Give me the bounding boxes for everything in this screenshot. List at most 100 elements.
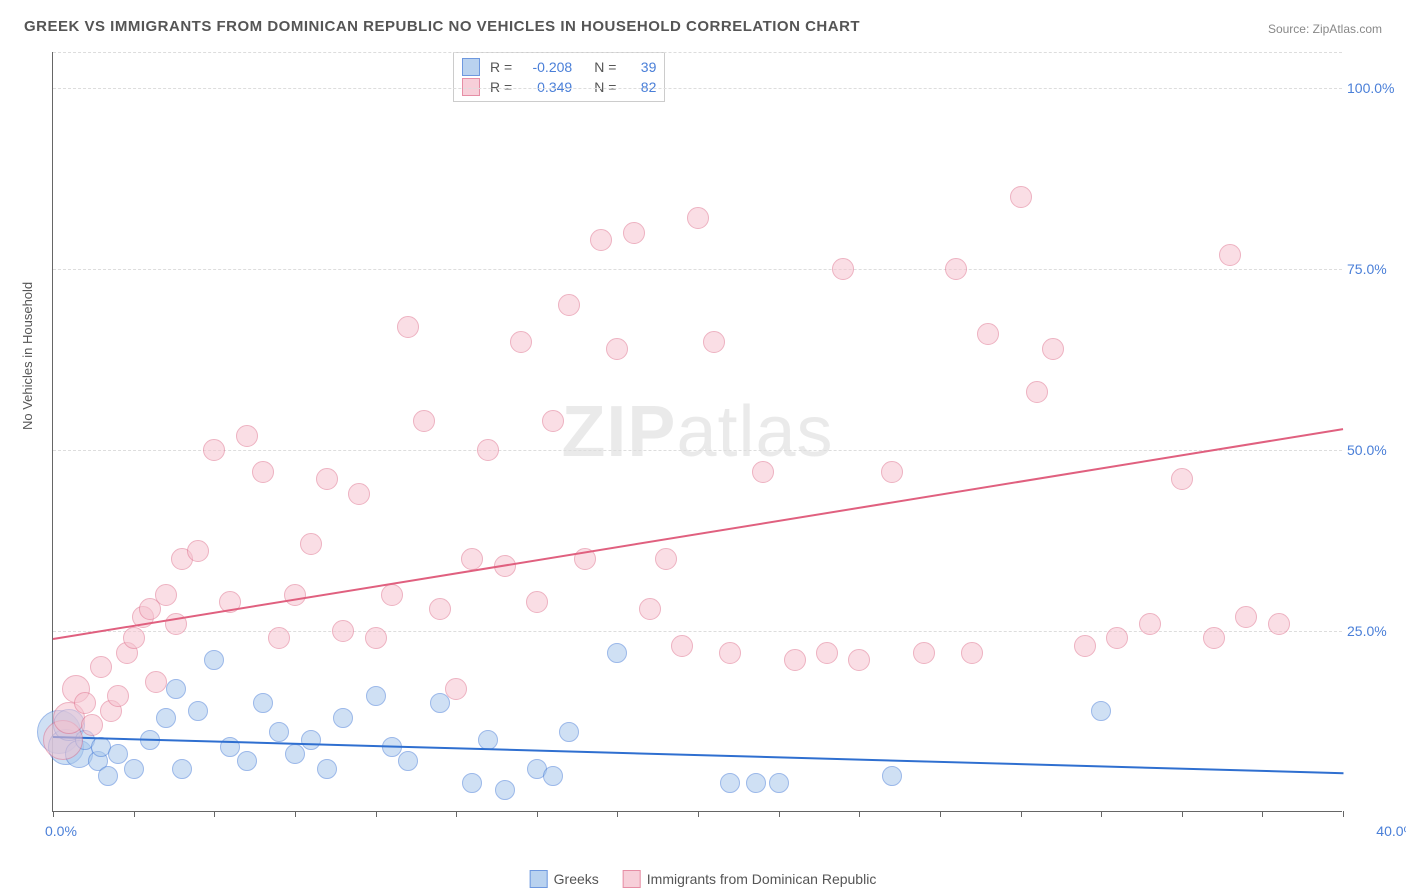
data-point bbox=[317, 759, 337, 779]
x-tick bbox=[214, 811, 215, 817]
y-axis-label: No Vehicles in Household bbox=[20, 282, 35, 430]
data-point bbox=[268, 627, 290, 649]
data-point bbox=[81, 714, 103, 736]
data-point bbox=[607, 643, 627, 663]
data-point bbox=[284, 584, 306, 606]
correlation-stats-box: R =-0.208N =39R =0.349N =82 bbox=[453, 52, 665, 102]
data-point bbox=[90, 656, 112, 678]
data-point bbox=[558, 294, 580, 316]
data-point bbox=[348, 483, 370, 505]
data-point bbox=[719, 642, 741, 664]
source-link[interactable]: ZipAtlas.com bbox=[1313, 22, 1382, 36]
gridline bbox=[53, 450, 1342, 451]
data-point bbox=[269, 722, 289, 742]
x-tick bbox=[859, 811, 860, 817]
legend-item: Greeks bbox=[530, 870, 599, 888]
stats-row: R =0.349N =82 bbox=[462, 77, 656, 97]
data-point bbox=[204, 650, 224, 670]
data-point bbox=[108, 744, 128, 764]
stat-n-value: 39 bbox=[626, 59, 656, 75]
data-point bbox=[543, 766, 563, 786]
data-point bbox=[166, 679, 186, 699]
y-tick-label: 100.0% bbox=[1347, 80, 1402, 96]
data-point bbox=[429, 598, 451, 620]
trend-line bbox=[53, 428, 1343, 640]
chart-plot-area: ZIPatlas R =-0.208N =39R =0.349N =82 25.… bbox=[52, 52, 1342, 812]
data-point bbox=[623, 222, 645, 244]
data-point bbox=[316, 468, 338, 490]
data-point bbox=[1219, 244, 1241, 266]
data-point bbox=[155, 584, 177, 606]
data-point bbox=[655, 548, 677, 570]
data-point bbox=[1010, 186, 1032, 208]
watermark: ZIPatlas bbox=[561, 391, 833, 473]
x-tick bbox=[1021, 811, 1022, 817]
data-point bbox=[413, 410, 435, 432]
x-tick bbox=[1262, 811, 1263, 817]
source-attrib: Source: ZipAtlas.com bbox=[1268, 22, 1382, 36]
data-point bbox=[1026, 381, 1048, 403]
data-point bbox=[671, 635, 693, 657]
data-point bbox=[769, 773, 789, 793]
data-point bbox=[188, 701, 208, 721]
data-point bbox=[961, 642, 983, 664]
data-point bbox=[590, 229, 612, 251]
data-point bbox=[145, 671, 167, 693]
y-tick-label: 75.0% bbox=[1347, 261, 1402, 277]
data-point bbox=[746, 773, 766, 793]
y-tick-label: 50.0% bbox=[1347, 442, 1402, 458]
x-tick bbox=[1101, 811, 1102, 817]
data-point bbox=[332, 620, 354, 642]
legend-swatch bbox=[530, 870, 548, 888]
stat-n-label: N = bbox=[594, 79, 616, 95]
data-point bbox=[848, 649, 870, 671]
x-tick bbox=[376, 811, 377, 817]
x-tick bbox=[456, 811, 457, 817]
data-point bbox=[236, 425, 258, 447]
stat-r-value: -0.208 bbox=[522, 59, 572, 75]
data-point bbox=[300, 533, 322, 555]
y-tick-label: 25.0% bbox=[1347, 623, 1402, 639]
stat-r-label: R = bbox=[490, 79, 512, 95]
gridline bbox=[53, 88, 1342, 89]
x-tick bbox=[295, 811, 296, 817]
data-point bbox=[253, 693, 273, 713]
data-point bbox=[301, 730, 321, 750]
stat-r-value: 0.349 bbox=[522, 79, 572, 95]
data-point bbox=[606, 338, 628, 360]
data-point bbox=[1042, 338, 1064, 360]
data-point bbox=[784, 649, 806, 671]
data-point bbox=[398, 751, 418, 771]
data-point bbox=[462, 773, 482, 793]
data-point bbox=[107, 685, 129, 707]
legend-swatch bbox=[623, 870, 641, 888]
data-point bbox=[156, 708, 176, 728]
stats-row: R =-0.208N =39 bbox=[462, 57, 656, 77]
data-point bbox=[816, 642, 838, 664]
x-tick bbox=[779, 811, 780, 817]
legend-swatch bbox=[462, 78, 480, 96]
data-point bbox=[495, 780, 515, 800]
stat-n-label: N = bbox=[594, 59, 616, 75]
data-point bbox=[1235, 606, 1257, 628]
data-point bbox=[478, 730, 498, 750]
data-point bbox=[977, 323, 999, 345]
data-point bbox=[397, 316, 419, 338]
chart-title: GREEK VS IMMIGRANTS FROM DOMINICAN REPUB… bbox=[24, 18, 860, 35]
data-point bbox=[882, 766, 902, 786]
data-point bbox=[1139, 613, 1161, 635]
data-point bbox=[1171, 468, 1193, 490]
x-tick bbox=[53, 811, 54, 817]
data-point bbox=[124, 759, 144, 779]
data-point bbox=[365, 627, 387, 649]
data-point bbox=[187, 540, 209, 562]
data-point bbox=[687, 207, 709, 229]
data-point bbox=[945, 258, 967, 280]
data-point bbox=[98, 766, 118, 786]
data-point bbox=[720, 773, 740, 793]
data-point bbox=[285, 744, 305, 764]
data-point bbox=[752, 461, 774, 483]
legend-label: Immigrants from Dominican Republic bbox=[647, 871, 877, 887]
x-tick bbox=[134, 811, 135, 817]
gridline bbox=[53, 269, 1342, 270]
